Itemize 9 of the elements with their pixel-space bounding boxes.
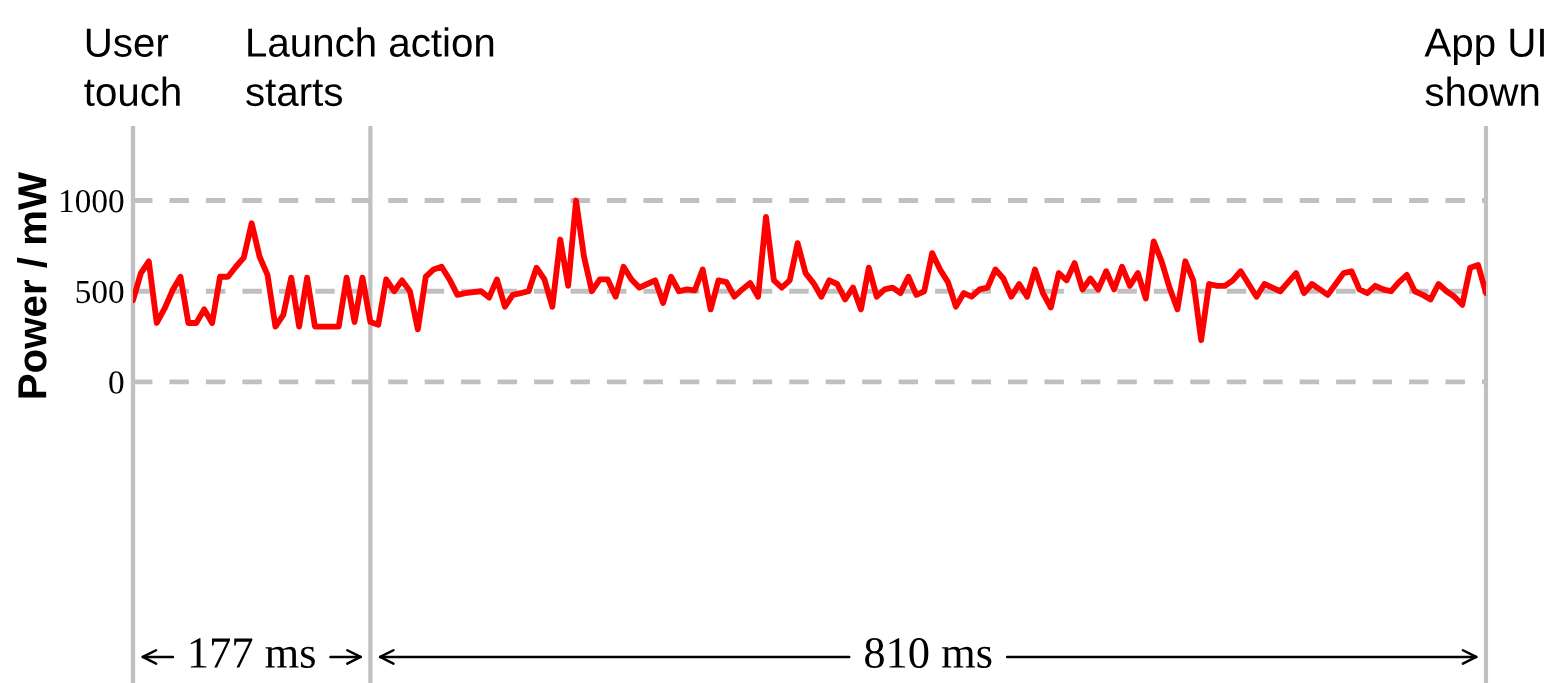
annotation: 810 ms: [865, 638, 992, 669]
y-axis-title: Power / mW: [16, 172, 47, 398]
x-tick-label: Launch action starts: [246, 27, 494, 107]
annotation: 177 ms: [190, 638, 315, 669]
x-tick-label: App UI shown: [1424, 28, 1544, 107]
y-tick-label: 500: [76, 280, 124, 304]
x-tick-label: User touch: [84, 28, 180, 107]
y-tick-label: 0: [109, 371, 124, 394]
y-tick-label: 1000: [60, 189, 124, 213]
